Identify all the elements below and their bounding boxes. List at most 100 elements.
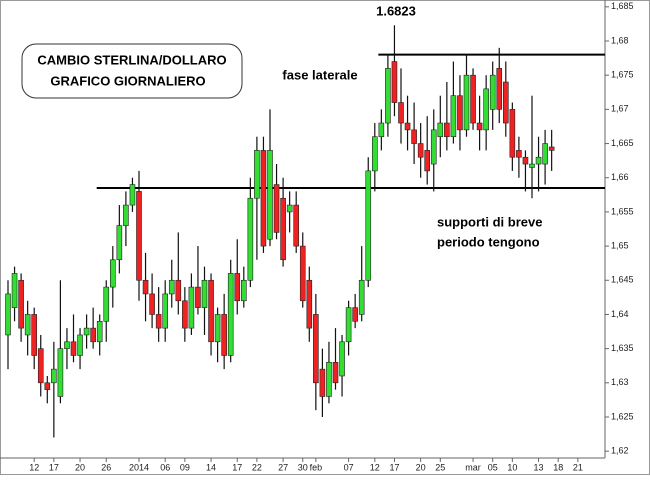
- candle-body: [273, 184, 280, 233]
- y-tick-label: 1,635: [611, 343, 634, 353]
- candle-body: [64, 341, 70, 349]
- candle-body: [463, 74, 470, 131]
- candle-body: [214, 314, 221, 343]
- candle-body: [168, 279, 175, 295]
- candle-body: [188, 286, 195, 329]
- y-tick-label: 1,665: [611, 138, 634, 148]
- candle-body: [57, 348, 64, 397]
- candle-body: [378, 122, 385, 138]
- candle-body: [208, 279, 214, 343]
- y-tick-label: 1,655: [611, 206, 634, 216]
- candle-body: [37, 348, 44, 384]
- candle-body: [90, 327, 96, 343]
- candle-body: [182, 300, 188, 329]
- candle-body: [385, 68, 391, 124]
- candle-body: [352, 307, 358, 322]
- x-tick-label: 2014: [129, 462, 149, 472]
- candle-body: [332, 361, 339, 384]
- candle-body: [96, 320, 103, 343]
- candle-body: [234, 273, 241, 302]
- x-tick-label: 07: [344, 462, 354, 472]
- candle-body: [437, 122, 444, 138]
- candle-body: [5, 293, 11, 336]
- x-tick-label: 20: [75, 462, 85, 472]
- y-tick-label: 1,645: [611, 275, 634, 285]
- candle-body: [299, 245, 306, 302]
- x-tick-label: 10: [507, 462, 517, 472]
- annotation: fase laterale: [282, 67, 357, 82]
- y-tick-label: 1,62: [611, 446, 629, 456]
- candle-body: [77, 334, 83, 356]
- candle-body: [142, 279, 149, 295]
- y-tick-label: 1,64: [611, 309, 629, 319]
- candle-body: [371, 136, 378, 172]
- annotation: 1.6823: [376, 3, 416, 18]
- candle-body: [254, 150, 260, 199]
- x-tick-label: 09: [180, 462, 190, 472]
- annotation: periodo tengono: [437, 234, 540, 249]
- candle-body: [293, 204, 300, 247]
- candle-body: [116, 225, 123, 261]
- candle-body: [417, 143, 424, 158]
- candle-body: [227, 273, 234, 356]
- annotation: supporti di breve: [437, 214, 542, 229]
- candle-body: [195, 286, 201, 308]
- y-tick-label: 1,66: [611, 172, 629, 182]
- x-tick-label: 13: [534, 462, 544, 472]
- candle-body: [70, 341, 77, 356]
- y-tick-label: 1,68: [611, 35, 629, 45]
- chart-title: CAMBIO STERLINA/DOLLARO: [37, 52, 226, 67]
- candle-body: [404, 122, 411, 131]
- x-tick-label: 20: [416, 462, 426, 472]
- y-tick-label: 1,63: [611, 377, 629, 387]
- x-tick-label: 17: [49, 462, 59, 472]
- candle-body: [155, 314, 162, 329]
- candle-body: [129, 184, 136, 206]
- candle-body: [83, 327, 90, 336]
- candle-body: [444, 122, 450, 138]
- candle-body: [123, 204, 129, 226]
- x-tick-label: 25: [435, 462, 445, 472]
- candle-body: [110, 259, 116, 288]
- candle-body: [136, 191, 142, 281]
- candle-body: [221, 314, 227, 356]
- candle-body: [365, 170, 372, 281]
- y-tick-label: 1,625: [611, 411, 634, 421]
- candle-body: [201, 279, 208, 308]
- candle-body: [103, 286, 110, 322]
- x-tick-label: 30: [298, 462, 308, 472]
- candle-body: [286, 204, 293, 213]
- x-tick-label: 21: [573, 462, 583, 472]
- x-tick-label: 18: [553, 462, 563, 472]
- candle-body: [509, 109, 516, 158]
- x-tick-label: 27: [278, 462, 288, 472]
- candle-body: [542, 143, 548, 165]
- x-tick-label: mar: [465, 462, 481, 472]
- candle-body: [430, 129, 437, 165]
- candle-body: [489, 74, 496, 110]
- candle-body: [44, 382, 51, 390]
- y-tick-label: 1,65: [611, 240, 629, 250]
- candle-body: [450, 95, 457, 138]
- x-tick-label: 14: [206, 462, 216, 472]
- candle-body: [398, 102, 404, 124]
- x-tick-label: 06: [160, 462, 170, 472]
- title-box: [21, 43, 243, 99]
- candle-body: [424, 150, 431, 172]
- candle-body: [483, 88, 489, 131]
- candle-body: [476, 122, 483, 131]
- candle-body: [319, 368, 326, 397]
- candle-body: [306, 279, 313, 329]
- y-tick-label: 1,67: [611, 104, 629, 114]
- x-tick-label: 17: [389, 462, 399, 472]
- x-tick-label: 26: [101, 462, 111, 472]
- candle-body: [502, 81, 509, 124]
- candle-body: [11, 273, 18, 308]
- candle-body: [267, 150, 273, 240]
- chart-subtitle: GRAFICO GIORNALIERO: [50, 73, 205, 88]
- x-tick-label: 05: [488, 462, 498, 472]
- candle-body: [24, 314, 31, 336]
- y-tick-label: 1,675: [611, 70, 634, 80]
- y-tick-label: 1,685: [611, 1, 634, 11]
